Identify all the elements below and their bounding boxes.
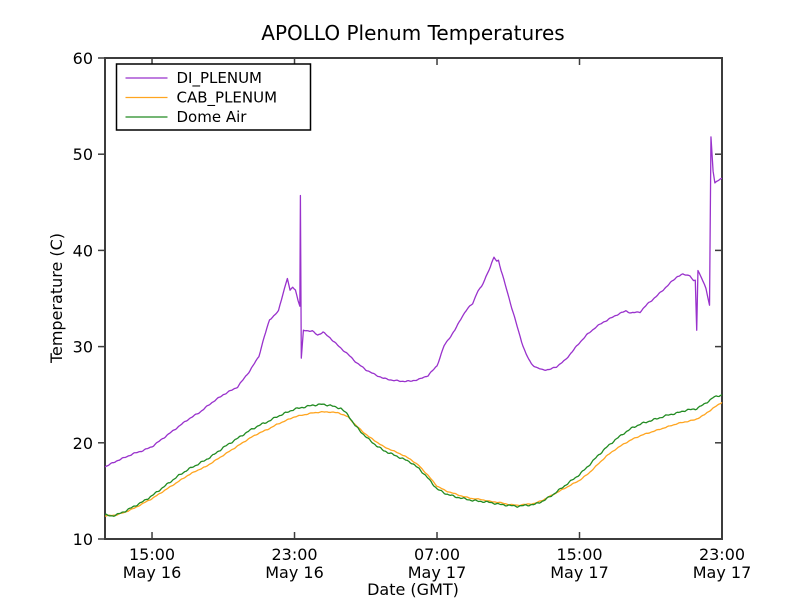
y-tick-label: 10 (73, 530, 93, 549)
x-tick-label-date: May 17 (693, 563, 752, 582)
x-tick-label-date: May 17 (550, 563, 609, 582)
series-line-dome-air (104, 394, 723, 517)
x-tick-label-date: May 16 (265, 563, 324, 582)
x-tick-label-time: 23:00 (699, 545, 745, 564)
x-tick-label-date: May 16 (123, 563, 182, 582)
x-axis-label: Date (GMT) (367, 580, 459, 599)
y-tick-label: 60 (73, 49, 93, 68)
series-line-di-plenum (104, 136, 723, 468)
x-tick-label-time: 07:00 (414, 545, 460, 564)
x-tick-label-time: 15:00 (556, 545, 602, 564)
y-tick-label: 50 (73, 145, 93, 164)
y-axis-label: Temperature (C) (47, 233, 66, 364)
axes-frame (104, 57, 723, 540)
x-tick-label-time: 23:00 (271, 545, 317, 564)
legend-label-di-plenum: DI_PLENUM (177, 69, 263, 88)
chart-title: APOLLO Plenum Temperatures (261, 21, 564, 45)
x-tick-label-date: May 17 (408, 563, 467, 582)
y-tick-label: 20 (73, 434, 93, 453)
y-tick-label: 30 (73, 338, 93, 357)
y-tick-label: 40 (73, 241, 93, 260)
series-line-cab-plenum (104, 401, 723, 517)
legend-label-dome-air: Dome Air (177, 108, 248, 126)
legend-label-cab-plenum: CAB_PLENUM (177, 89, 278, 108)
x-tick-label-time: 15:00 (129, 545, 175, 564)
